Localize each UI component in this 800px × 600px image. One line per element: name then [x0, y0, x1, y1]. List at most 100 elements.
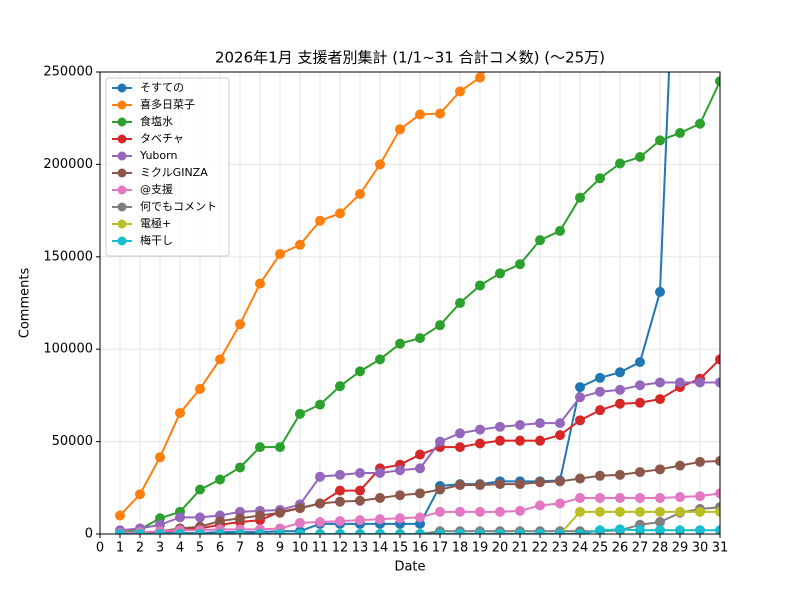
- x-tick-label: 25: [592, 541, 609, 556]
- x-tick-label: 8: [256, 541, 264, 556]
- data-point: [595, 405, 605, 416]
- data-point: [295, 517, 305, 528]
- data-point: [375, 529, 385, 534]
- data-point: [675, 377, 685, 388]
- legend-label: 食塩水: [140, 114, 173, 128]
- data-point: [415, 449, 425, 460]
- y-tick-label: 150000: [43, 249, 93, 264]
- data-point: [495, 479, 505, 490]
- legend-marker: [117, 83, 127, 93]
- legend-label: ミクルGINZA: [140, 166, 208, 179]
- y-tick-label: 250000: [43, 65, 93, 80]
- data-point: [335, 516, 345, 527]
- data-point: [195, 529, 205, 534]
- data-point: [475, 280, 485, 291]
- data-point: [235, 529, 245, 534]
- data-point: [275, 529, 285, 534]
- x-tick-label: 15: [392, 541, 409, 556]
- data-point: [675, 525, 685, 534]
- x-tick-label: 5: [196, 541, 204, 556]
- data-point: [695, 491, 705, 502]
- data-point: [655, 394, 665, 405]
- data-point: [455, 442, 465, 453]
- data-point: [635, 397, 645, 408]
- x-tick-label: 12: [332, 541, 349, 556]
- data-point: [455, 428, 465, 439]
- x-tick-label: 3: [156, 541, 164, 556]
- data-point: [635, 492, 645, 503]
- data-point: [475, 529, 485, 534]
- x-tick-label: 19: [472, 541, 489, 556]
- data-point: [435, 320, 445, 331]
- data-point: [455, 506, 465, 517]
- data-point: [315, 215, 325, 226]
- x-tick-label: 30: [692, 541, 709, 556]
- data-point: [555, 225, 565, 236]
- data-point: [495, 421, 505, 432]
- data-point: [555, 529, 565, 534]
- data-point: [635, 380, 645, 391]
- data-point: [175, 512, 185, 523]
- data-point: [115, 510, 125, 521]
- chart-title: 2026年1月 支援者別集計 (1/1~31 合計コメ数) (〜25万): [215, 49, 605, 67]
- data-point: [255, 510, 265, 521]
- data-point: [695, 506, 705, 517]
- legend-label: 喜多日菜子: [140, 97, 195, 111]
- data-point: [555, 418, 565, 429]
- data-point: [355, 468, 365, 479]
- data-point: [375, 492, 385, 503]
- data-point: [635, 467, 645, 478]
- data-point: [555, 476, 565, 487]
- data-point: [335, 529, 345, 534]
- data-point: [595, 372, 605, 383]
- data-point: [515, 435, 525, 446]
- data-point: [715, 456, 720, 467]
- y-tick-label: 50000: [52, 434, 93, 449]
- x-tick-label: 31: [712, 541, 729, 556]
- data-point: [715, 488, 720, 499]
- data-point: [675, 127, 685, 138]
- legend-marker: [117, 185, 127, 195]
- data-point: [575, 392, 585, 403]
- legend-label: 電極+: [140, 216, 171, 230]
- data-point: [455, 86, 465, 97]
- data-point: [655, 377, 665, 388]
- data-point: [435, 436, 445, 447]
- data-point: [215, 474, 225, 485]
- data-point: [595, 470, 605, 481]
- data-point: [635, 506, 645, 517]
- x-tick-label: 13: [352, 541, 369, 556]
- data-point: [575, 382, 585, 393]
- legend-label: Yuborn: [139, 149, 177, 162]
- data-point: [355, 529, 365, 534]
- legend-marker: [117, 236, 127, 246]
- data-point: [655, 492, 665, 503]
- data-point: [375, 159, 385, 170]
- data-point: [695, 377, 705, 388]
- data-point: [395, 529, 405, 534]
- data-point: [515, 259, 525, 270]
- data-point: [395, 465, 405, 476]
- data-point: [415, 512, 425, 523]
- x-tick-label: 17: [432, 541, 449, 556]
- legend-label: タベチャ: [140, 132, 184, 145]
- data-point: [695, 118, 705, 129]
- data-point: [595, 386, 605, 397]
- x-tick-label: 9: [276, 541, 284, 556]
- data-point: [215, 529, 225, 534]
- data-point: [715, 525, 720, 534]
- data-point: [615, 524, 625, 534]
- x-tick-label: 22: [532, 541, 549, 556]
- data-point: [395, 490, 405, 501]
- legend-marker: [117, 134, 127, 144]
- data-point: [615, 398, 625, 409]
- data-point: [595, 492, 605, 503]
- plot-frame: [99, 71, 721, 535]
- data-point: [515, 419, 525, 430]
- legend-box: [105, 77, 230, 257]
- plot-area: [115, 72, 720, 534]
- data-point: [395, 513, 405, 524]
- data-point: [275, 249, 285, 260]
- data-point: [415, 463, 425, 474]
